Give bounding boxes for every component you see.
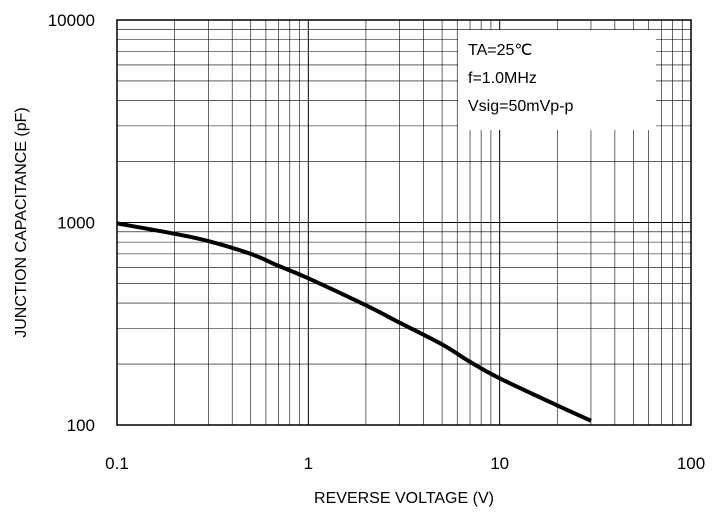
plot-frame: [116, 19, 692, 426]
x-tick-label: 10: [490, 454, 509, 473]
x-tick-labels: 0.1 1 10 100: [105, 454, 705, 473]
x-axis-title: REVERSE VOLTAGE (V): [314, 490, 494, 507]
y-tick-labels: 100 1000 10000: [48, 11, 95, 435]
annotation-line-temperature: TA=25℃: [468, 42, 532, 59]
x-tick-label: 1: [304, 454, 313, 473]
x-tick-label: 0.1: [105, 454, 129, 473]
series-line-0: [116, 221, 592, 423]
annotation-box: [458, 30, 656, 130]
y-tick-label: 10000: [48, 11, 95, 30]
annotation-line-frequency: f=1.0MHz: [468, 70, 537, 87]
y-axis-title: JUNCTION CAPACITANCE (pF): [13, 107, 30, 338]
y-tick-label: 1000: [57, 214, 95, 233]
series-layer: [116, 221, 592, 423]
y-tick-label: 100: [67, 416, 95, 435]
x-tick-label: 100: [677, 454, 705, 473]
annotation-line-signal: Vsig=50mVp-p: [468, 98, 573, 115]
